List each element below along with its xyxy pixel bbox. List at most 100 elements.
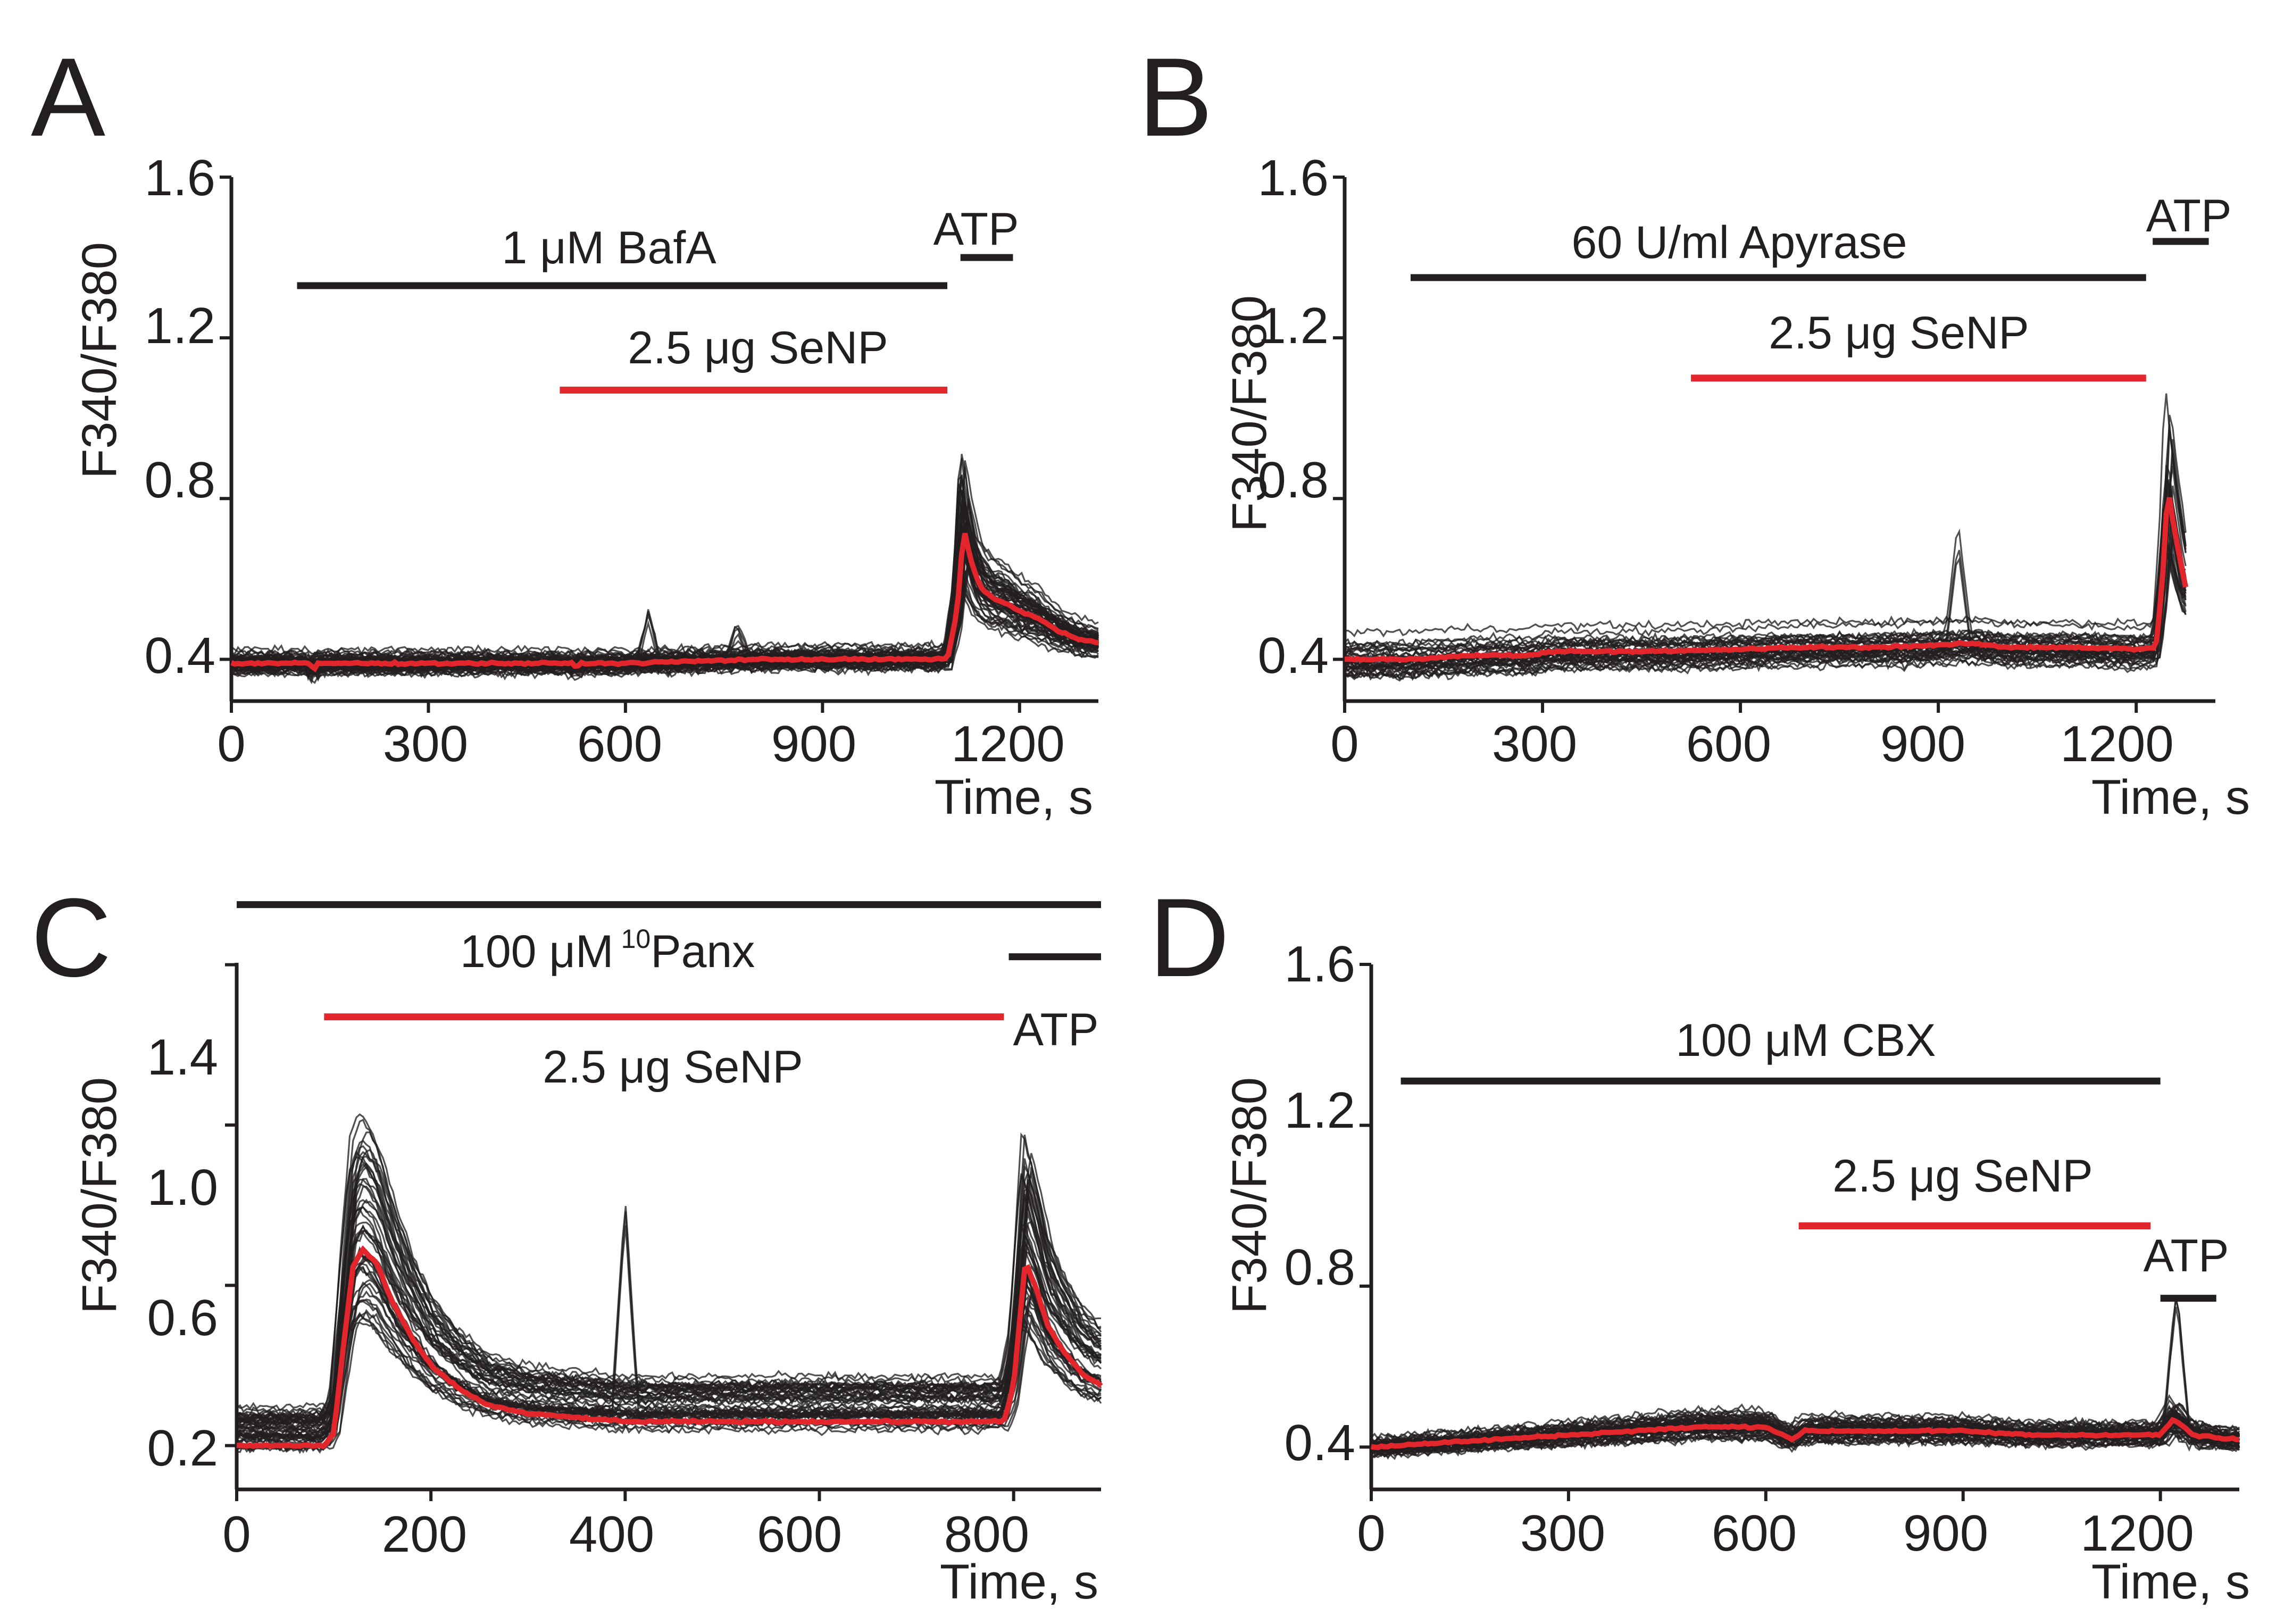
- x-tick-label: 600: [1686, 715, 1771, 772]
- y-tick-label: 1.6: [1258, 149, 1329, 206]
- mean-trace: [236, 1245, 1103, 1450]
- cell-trace: [1370, 1404, 2240, 1440]
- x-tick-label: 600: [757, 1506, 842, 1563]
- y-tick-label: 0.8: [145, 452, 215, 509]
- mean-trace: [1344, 497, 2189, 663]
- x-axis-label: Time, s: [940, 1555, 1098, 1609]
- x-tick-label: 1200: [2080, 1505, 2194, 1562]
- x-tick-label: 1200: [2060, 715, 2174, 772]
- y-tick-label: 1.2: [1258, 297, 1329, 354]
- panel-c: C F340/F380 Time, s 0 200 400 600 800 0.…: [31, 875, 1098, 1609]
- treatment-bar-label: 2.5 μg SeNP: [628, 322, 888, 373]
- panel-letter: D: [1149, 875, 1230, 1000]
- cell-trace: [236, 1178, 1102, 1446]
- x-tick-label: 0: [1330, 715, 1358, 772]
- x-tick-label: 0: [1357, 1505, 1385, 1562]
- y-tick-label: 1.6: [145, 149, 215, 206]
- y-axis-label: F340/F380: [72, 242, 127, 479]
- panel-letter: C: [31, 875, 112, 1000]
- y-tick-label: 0.4: [1285, 1414, 1355, 1471]
- x-axis-label: Time, s: [2091, 1555, 2250, 1609]
- cell-trace: [236, 1178, 1101, 1420]
- cell-trace: [236, 1309, 1102, 1454]
- x-tick-label: 300: [1492, 715, 1577, 772]
- cell-trace: [236, 1221, 1102, 1429]
- x-tick-label: 300: [383, 715, 468, 772]
- x-tick-label: 300: [1520, 1505, 1605, 1562]
- x-tick-label: 600: [577, 715, 662, 772]
- treatment-bar-label: ATP: [2144, 1230, 2229, 1281]
- treatment-bar-label: 2.5 μg SeNP: [1769, 307, 2029, 359]
- y-tick-label: 1.2: [1285, 1082, 1355, 1139]
- cell-trace: [236, 1254, 1102, 1412]
- panel-letter: A: [31, 35, 105, 160]
- cell-trace: [1371, 1430, 2240, 1460]
- x-tick-label: 800: [944, 1506, 1029, 1563]
- x-tick-label: 600: [1712, 1505, 1797, 1562]
- y-tick-label: 0.2: [147, 1420, 218, 1477]
- plot-panel-a: [220, 176, 1099, 713]
- y-axis-label: F340/F380: [72, 1077, 127, 1314]
- cell-trace: [236, 1113, 1101, 1417]
- y-axis-label: F340/F380: [1222, 295, 1277, 532]
- cell-traces: [236, 1113, 1102, 1454]
- treatment-bar-label: ATP: [2146, 190, 2232, 241]
- x-tick-label: 400: [569, 1506, 654, 1563]
- panel-d: D F340/F380 Time, s 0 300 600 900 1200 0…: [1149, 875, 2250, 1609]
- mean-trace: [230, 532, 1099, 673]
- treatment-bar-label: 1 μM BafA: [502, 222, 716, 273]
- cell-trace: [1344, 494, 2186, 638]
- treatment-bar-label: 100 μM 10Panx: [460, 924, 755, 977]
- treatment-bar-label: 2.5 μg SeNP: [1832, 1151, 2092, 1202]
- panel-a: A F340/F380 Time, s 0 300 600 900 1200 0…: [31, 35, 1093, 825]
- cell-traces: [230, 454, 1099, 685]
- cell-trace: [1371, 1430, 2240, 1454]
- y-tick-label: 0.6: [147, 1289, 218, 1346]
- cell-trace: [236, 1313, 1102, 1432]
- y-tick-label: 0.4: [1258, 627, 1329, 684]
- x-tick-label: 200: [382, 1506, 467, 1563]
- cell-trace: [1344, 465, 2187, 661]
- x-axis-label: Time, s: [2091, 770, 2250, 825]
- x-tick-label: 0: [217, 715, 245, 772]
- y-tick-label: 1.6: [1285, 936, 1355, 993]
- y-tick-label: 0.4: [145, 627, 215, 684]
- cell-trace: [1344, 414, 2187, 660]
- cell-traces: [1344, 393, 2187, 682]
- cell-trace: [236, 1279, 1102, 1454]
- y-tick-label: 1.2: [145, 297, 215, 354]
- cell-trace: [1344, 538, 2187, 649]
- cell-trace: [231, 454, 1099, 668]
- y-tick-label: 0.8: [1258, 452, 1329, 509]
- x-tick-label: 900: [771, 715, 856, 772]
- cell-trace: [1344, 498, 2187, 670]
- cell-trace: [236, 1145, 1102, 1418]
- plot-panel-c: [225, 901, 1103, 1501]
- cell-trace: [1344, 453, 2187, 656]
- y-tick-label: 1.4: [147, 1029, 218, 1086]
- panel-b: B F340/F380 Time, s 0 300 600 900 1200 0…: [1138, 35, 2250, 825]
- treatment-bar-label: ATP: [1013, 1004, 1099, 1055]
- cell-trace: [1371, 1406, 2240, 1451]
- x-axis-label: Time, s: [935, 770, 1093, 825]
- cell-trace: [236, 1162, 1102, 1431]
- y-tick-label: 1.0: [147, 1159, 218, 1216]
- treatment-bar-label: 100 μM CBX: [1675, 1015, 1936, 1066]
- x-tick-label: 0: [222, 1506, 251, 1563]
- plot-layers: [220, 176, 2240, 1501]
- plot-panel-b: [1333, 176, 2215, 713]
- panel-letter: B: [1138, 35, 1213, 160]
- treatment-bar-label: ATP: [933, 204, 1019, 255]
- cell-trace: [1371, 1422, 2240, 1454]
- cell-trace: [236, 1205, 1102, 1414]
- x-tick-label: 1200: [951, 715, 1065, 772]
- cell-trace: [1371, 1394, 2240, 1444]
- cell-trace: [236, 1156, 1102, 1421]
- cell-trace: [1344, 484, 2187, 681]
- x-tick-label: 900: [1903, 1505, 1988, 1562]
- mean-trace: [1371, 1417, 2240, 1451]
- y-axis-label: F340/F380: [1222, 1077, 1277, 1314]
- cell-trace: [1344, 393, 2186, 649]
- treatment-bar-label: 60 U/ml Apyrase: [1572, 217, 1907, 268]
